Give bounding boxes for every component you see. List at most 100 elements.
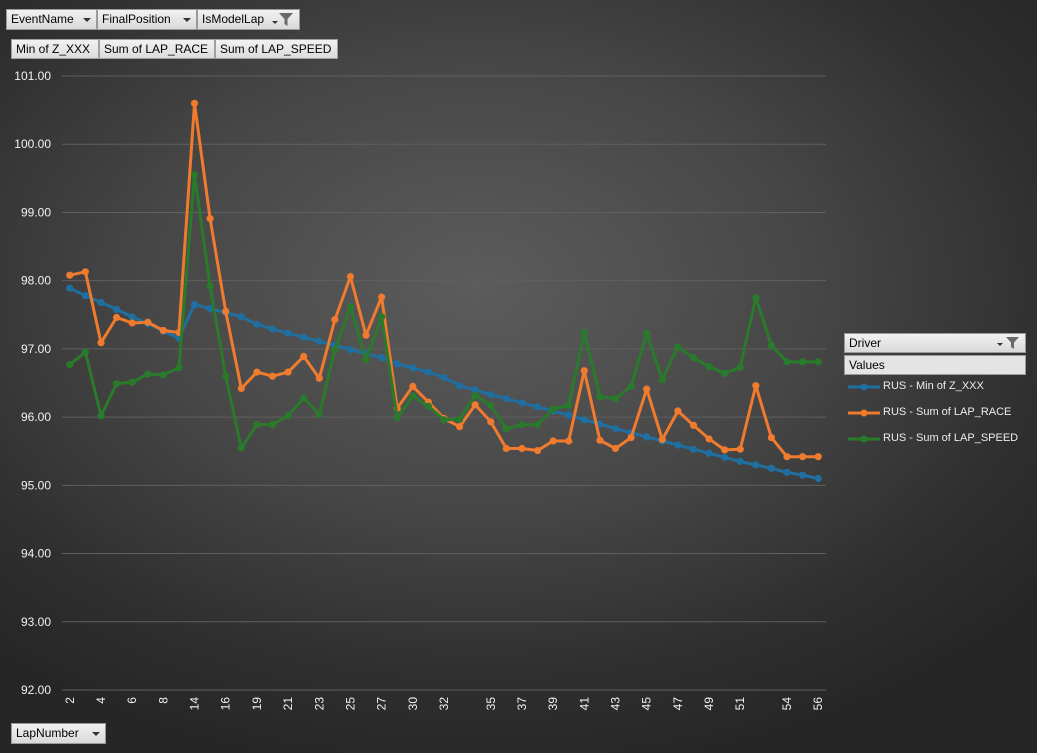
x-tick-label: 45 [640,697,654,711]
data-point [487,418,495,426]
x-tick-label: 27 [375,697,389,711]
y-tick-label: 99.00 [21,205,51,219]
data-point [97,412,105,420]
value-field-sum-lap-race[interactable]: Sum of LAP_RACE [99,39,215,59]
data-point [424,402,433,410]
data-point [674,407,682,415]
data-point [315,374,323,382]
x-tick-label: 19 [250,697,264,711]
data-point [814,453,822,461]
x-tick-label: 56 [811,697,825,711]
data-point [643,329,651,337]
data-point [596,436,604,444]
y-tick-label: 94.00 [21,547,51,561]
data-point [658,375,666,384]
data-point [736,445,744,453]
data-point [814,474,822,483]
data-point [128,319,136,327]
data-point [112,305,121,313]
axis-field-lapnumber-button[interactable]: LapNumber [11,723,106,744]
data-point [721,369,729,378]
data-point [159,326,167,335]
axis-field-label: LapNumber [16,726,79,740]
value-field-min-z[interactable]: Min of Z_XXX [11,39,99,59]
line-chart: 92.00 93.00 94.00 95.00 96.00 97.00 98.00 99.00… [14,69,826,711]
data-point [455,423,464,431]
data-point [799,358,807,366]
data-point [66,360,74,369]
data-point [455,415,464,423]
data-point [206,282,214,290]
data-point [533,403,542,411]
funnel-icon [279,13,293,26]
data-point [346,272,355,281]
data-point [128,313,136,321]
data-point [658,436,666,444]
data-point [81,292,89,300]
data-point [471,401,479,409]
chevron-down-icon [997,343,1003,346]
x-tick-label: 25 [343,697,357,711]
filter-ismodellap-button[interactable]: IsModelLap [197,9,300,30]
legend-item-label: RUS - Min of Z_XXX [883,380,984,392]
data-point [736,457,744,466]
data-point [455,382,464,390]
data-point [362,356,370,364]
data-point [237,444,245,452]
data-point [611,444,620,453]
value-field-sum-lap-speed[interactable]: Sum of LAP_SPEED [215,39,338,59]
y-tick-label: 92.00 [21,683,51,697]
funnel-icon [1006,337,1019,349]
x-tick-label: 39 [546,697,560,711]
data-point [144,370,152,378]
data-point [440,373,448,382]
x-tick-label: 6 [125,697,139,704]
data-point [268,325,277,333]
data-point [518,421,526,429]
data-point [315,410,323,418]
data-point [502,425,510,433]
legend-driver-button[interactable]: Driver [844,333,1026,353]
data-point [409,392,417,400]
chevron-down-icon [92,732,100,736]
data-point [783,358,791,366]
data-point [549,405,557,413]
filter-ismodellap-label: IsModelLap [202,12,265,26]
value-field-label: Sum of LAP_RACE [104,42,209,56]
data-point [378,354,386,362]
data-point [346,345,355,354]
y-tick-label: 96.00 [21,410,51,424]
data-point [565,411,573,419]
data-point [253,320,261,328]
data-point [752,382,760,390]
data-point [705,435,713,443]
y-tick-label: 93.00 [21,615,51,629]
legend-swatch-3 [848,435,880,443]
y-tick-label: 95.00 [21,478,51,492]
data-point [518,444,526,453]
x-tick-label: 14 [188,697,202,711]
data-point [175,364,183,372]
data-point [674,441,682,449]
legend-swatch-2 [848,409,880,417]
data-point [222,307,230,315]
data-point [565,437,573,445]
data-point [268,421,277,429]
data-point [237,313,245,321]
x-tick-label: 51 [733,697,747,711]
data-point [533,446,542,455]
data-point [596,393,604,401]
data-point [721,446,729,454]
data-point [268,372,277,380]
data-point [705,449,713,457]
data-point [440,416,448,424]
data-point [424,368,433,376]
data-point [331,315,339,324]
data-point [253,421,261,429]
filter-eventname-button[interactable]: EventName [6,9,97,30]
filter-eventname-label: EventName [11,12,74,26]
data-point [378,313,386,321]
data-point [643,433,651,441]
data-point [81,268,89,276]
filter-finalposition-button[interactable]: FinalPosition [97,9,197,30]
